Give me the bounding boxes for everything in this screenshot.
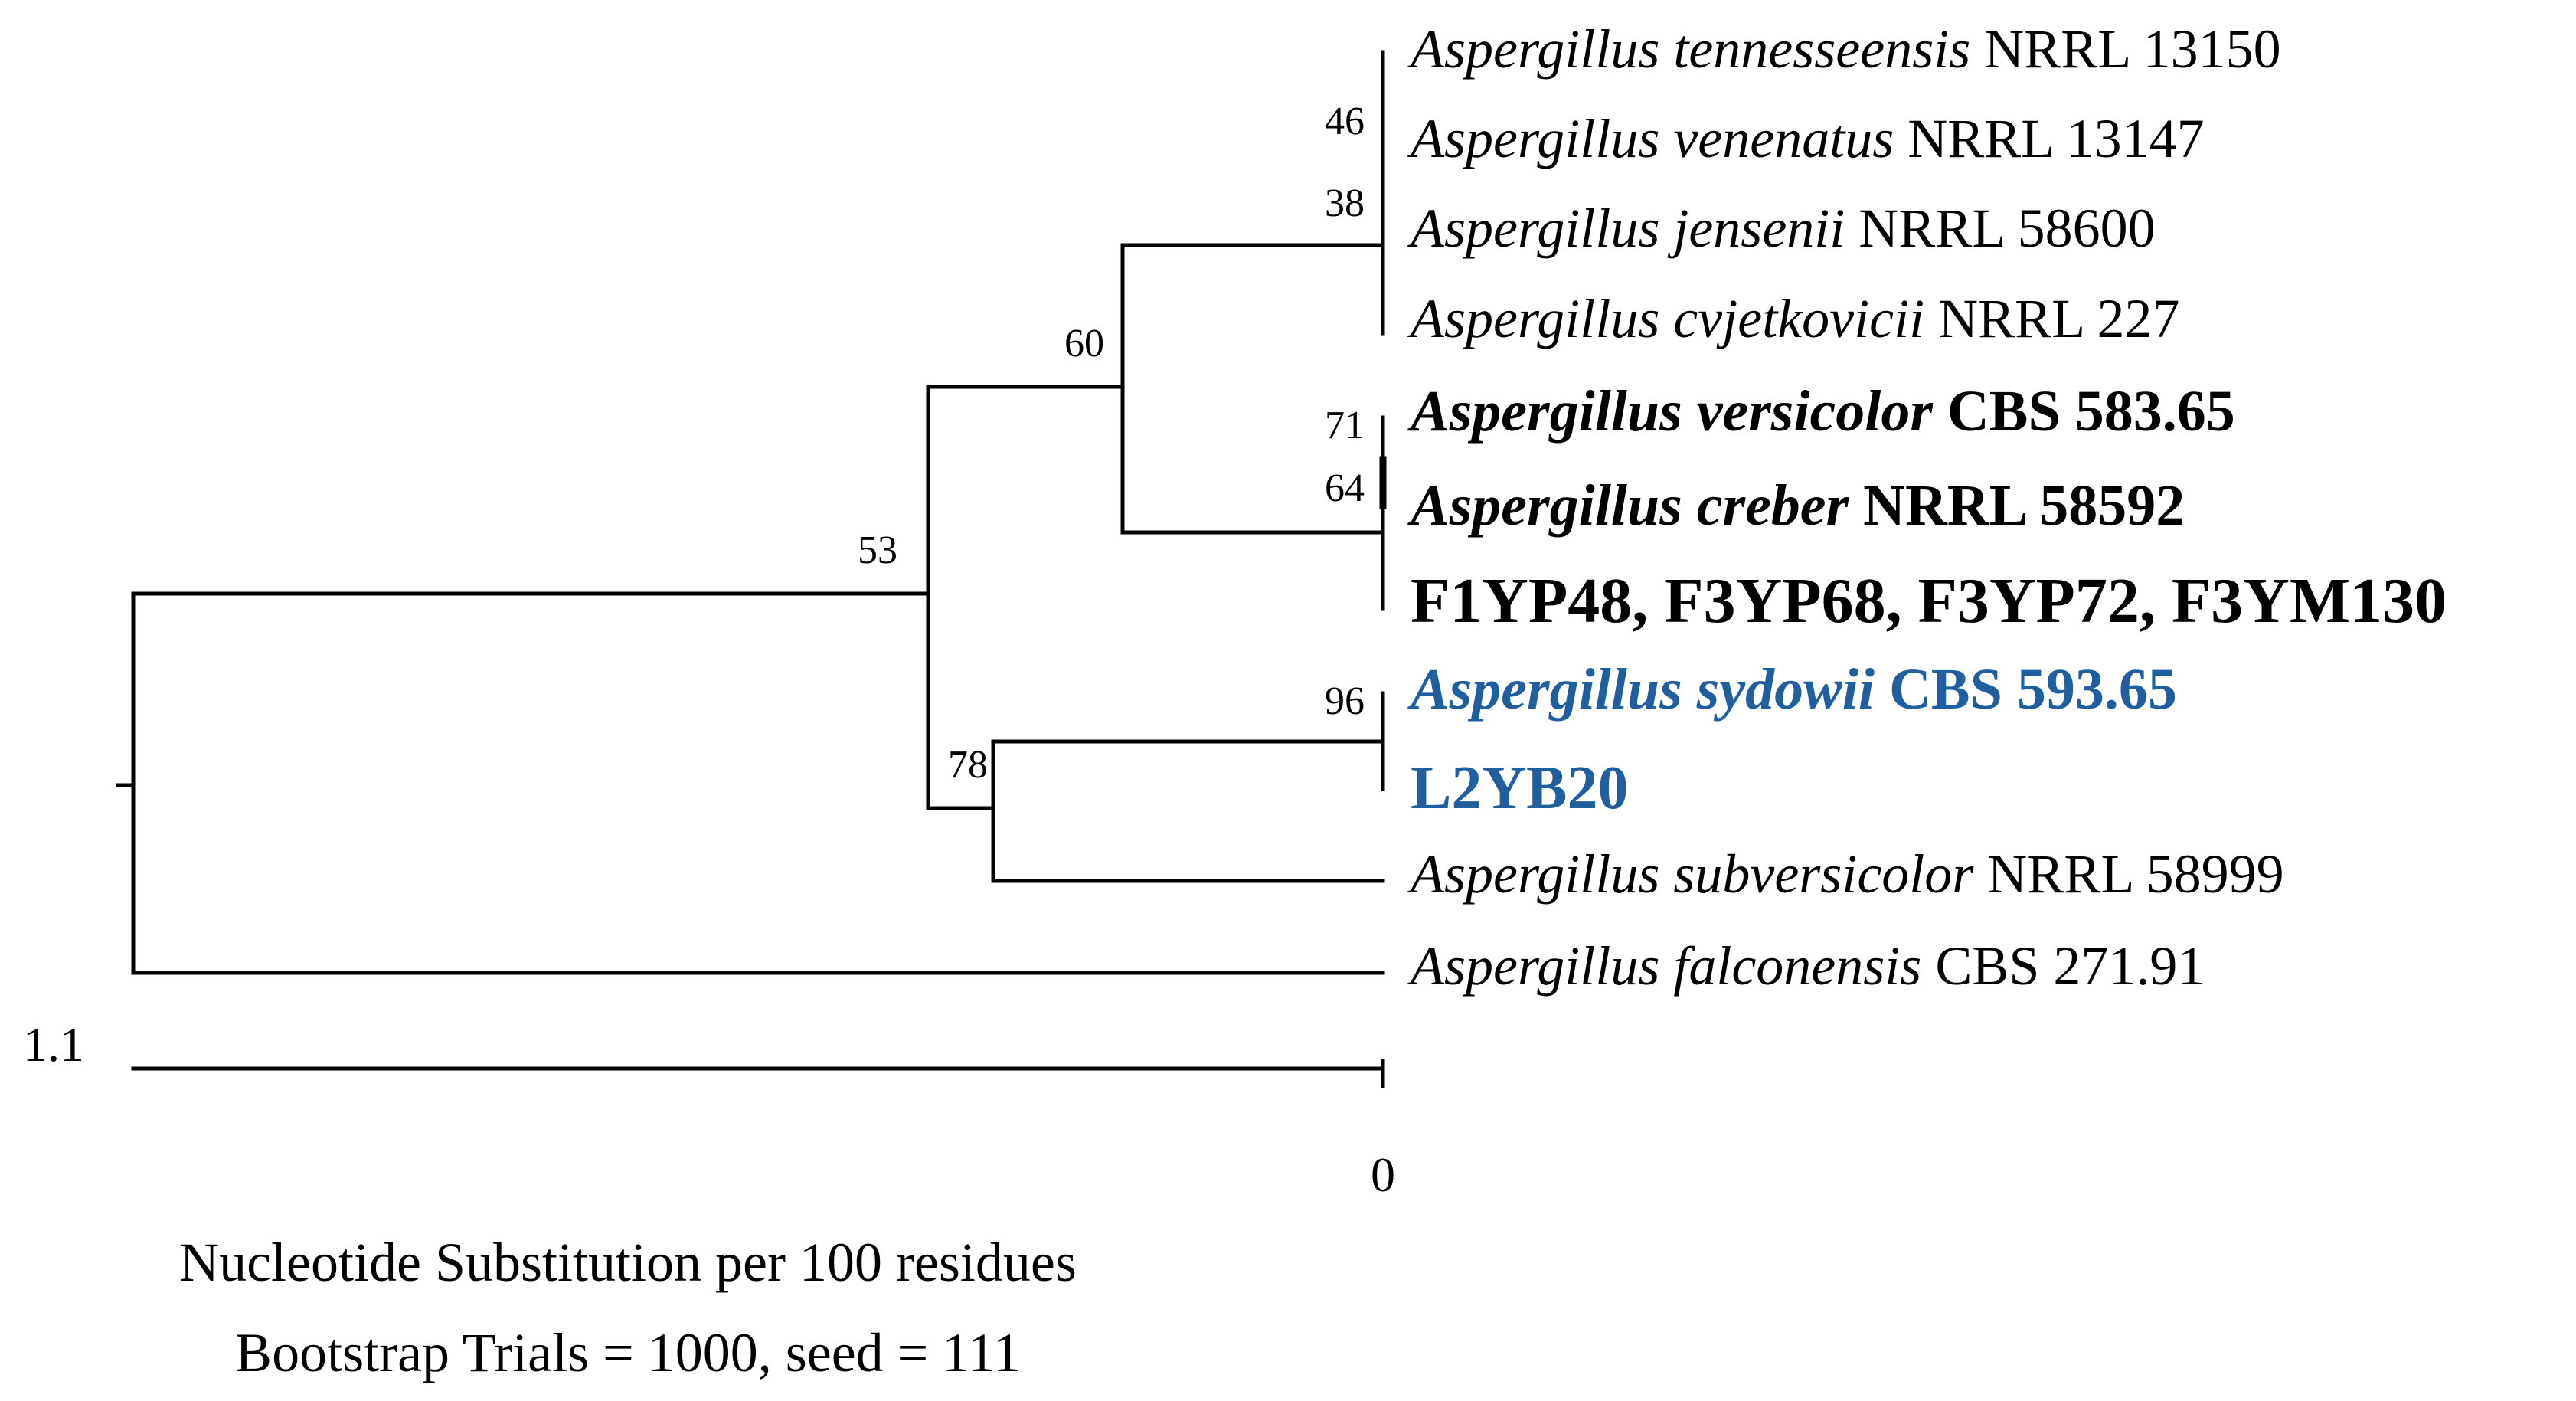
caption-bootstrap: Bootstrap Trials = 1000, seed = 111 bbox=[235, 1322, 1021, 1383]
tree-branches bbox=[116, 50, 1387, 975]
scale-end-label: 0 bbox=[1371, 1147, 1395, 1202]
bootstrap-71: 71 bbox=[1325, 404, 1365, 447]
taxon-label: Aspergillus creber NRRL 58592 bbox=[1407, 473, 2185, 538]
bootstrap-38: 38 bbox=[1325, 182, 1365, 225]
taxon-label: Aspergillus jensenii NRRL 58600 bbox=[1407, 198, 2156, 259]
taxon-label: Aspergillus tennesseensis NRRL 13150 bbox=[1407, 18, 2281, 80]
figure-caption: Nucleotide Substitution per 100 residues… bbox=[179, 1232, 1077, 1383]
scale-start-label: 1.1 bbox=[23, 1017, 84, 1072]
bootstrap-96: 96 bbox=[1325, 679, 1365, 723]
taxon-label-highlighted: L2YB20 bbox=[1411, 755, 1629, 822]
taxon-label: F1YP48, F3YP68, F3YP72, F3YM130 bbox=[1411, 565, 2447, 637]
taxon-labels: Aspergillus tennesseensis NRRL 13150 Asp… bbox=[1407, 18, 2447, 997]
bootstrap-46: 46 bbox=[1325, 100, 1365, 143]
taxon-label: Aspergillus venenatus NRRL 13147 bbox=[1407, 108, 2205, 169]
bootstrap-53: 53 bbox=[858, 529, 897, 572]
bootstrap-78: 78 bbox=[948, 743, 988, 787]
taxon-label-highlighted: Aspergillus sydowii CBS 593.65 bbox=[1407, 657, 2177, 722]
taxon-label: Aspergillus cvjetkovicii NRRL 227 bbox=[1407, 288, 2179, 349]
taxon-label: Aspergillus subversicolor NRRL 58999 bbox=[1407, 843, 2284, 905]
scale-bar: 1.1 0 bbox=[23, 1017, 1395, 1202]
taxon-label: Aspergillus versicolor CBS 583.65 bbox=[1407, 379, 2235, 444]
taxon-label: Aspergillus falconensis CBS 271.91 bbox=[1407, 935, 2205, 997]
bootstrap-60: 60 bbox=[1064, 322, 1104, 365]
caption-substitution: Nucleotide Substitution per 100 residues bbox=[179, 1232, 1077, 1293]
bootstrap-64: 64 bbox=[1325, 466, 1365, 510]
bootstrap-values: 46 38 60 53 71 64 96 78 bbox=[858, 100, 1365, 787]
